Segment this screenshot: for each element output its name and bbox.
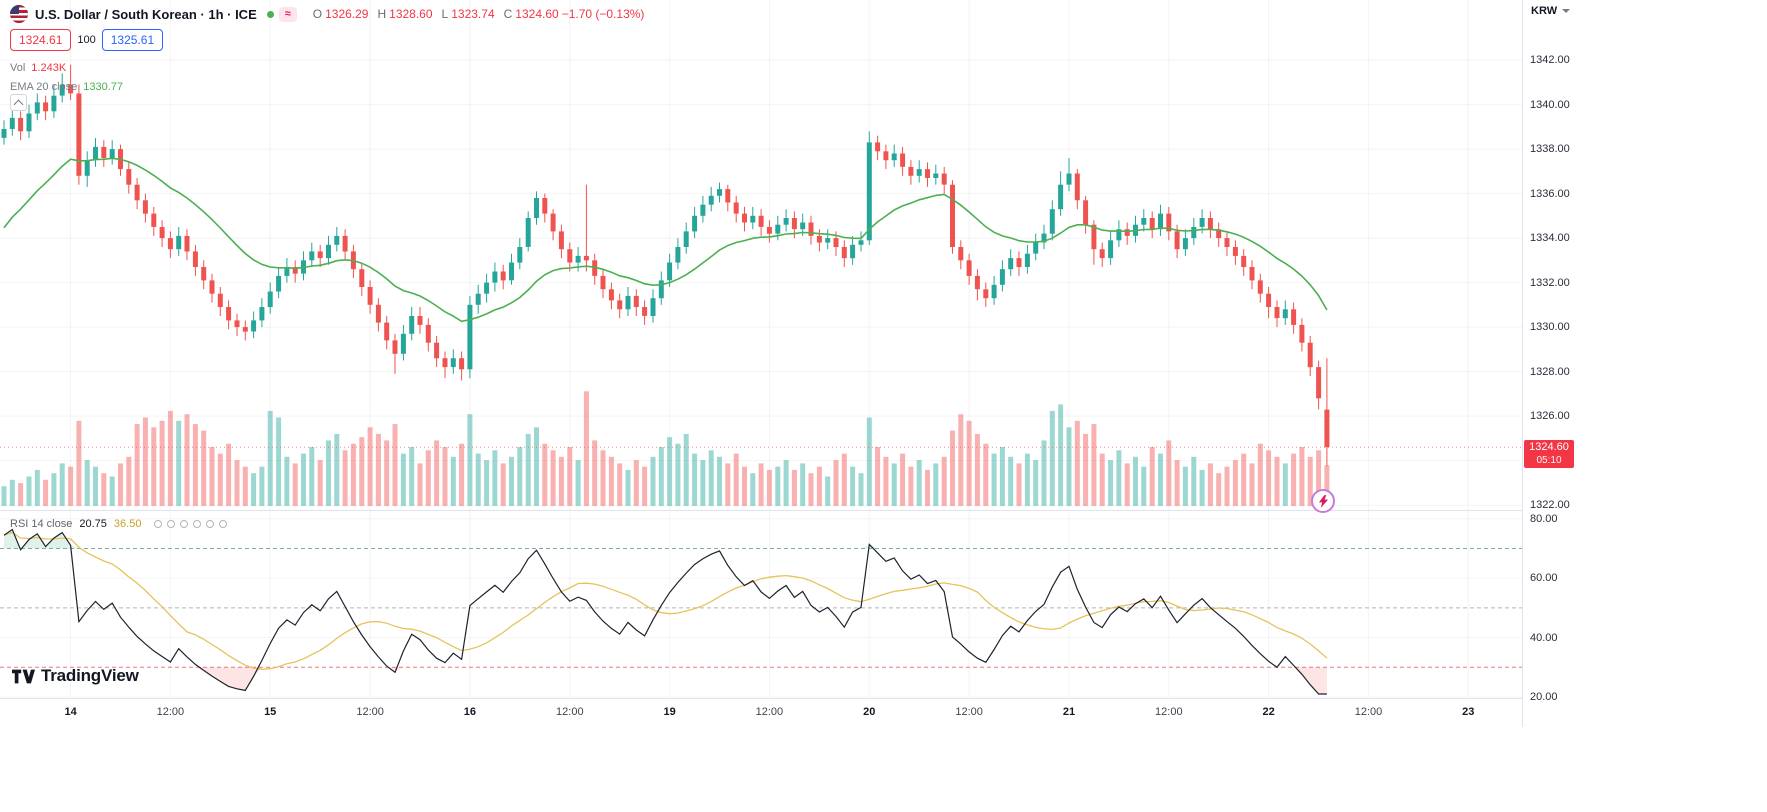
- price-axis-label: 1322.00: [1530, 499, 1570, 512]
- price-axis-label: 1330.00: [1530, 321, 1570, 334]
- time-axis-label: 19: [663, 706, 676, 718]
- instant-trading-lightning-button[interactable]: [1311, 489, 1335, 513]
- pane-divider[interactable]: [0, 510, 1767, 511]
- rsi-action-dot[interactable]: [219, 520, 228, 528]
- rsi-action-dot[interactable]: [193, 520, 202, 528]
- price-axis-label: 1328.00: [1530, 365, 1570, 378]
- bar-countdown: 05:10: [1536, 455, 1562, 467]
- price-axis-label: 1342.00: [1530, 54, 1570, 67]
- change-value: −1.70 (−0.13%): [561, 7, 645, 21]
- high-value: 1328.60: [389, 7, 433, 21]
- time-axis-label: 15: [264, 706, 277, 718]
- volume-legend-row: Vol 1.243K: [10, 60, 644, 75]
- price-axis-label: 1334.00: [1530, 232, 1570, 245]
- rsi-axis-label: 40.00: [1530, 631, 1558, 644]
- price-axis-label: 1340.00: [1530, 98, 1570, 111]
- lightning-bolt-icon: [1318, 494, 1328, 508]
- ema-value: 1330.77: [83, 80, 124, 93]
- bid-ask-row: 1324.61 100 1325.61: [10, 29, 644, 51]
- spread-value: 100: [77, 34, 96, 46]
- symbol-title[interactable]: U.S. Dollar / South Korean · 1h · ICE: [35, 6, 257, 22]
- rsi-axis-label: 80.00: [1530, 512, 1558, 525]
- low-value: 1323.74: [451, 7, 495, 21]
- symbol-header-row: U.S. Dollar / South Korean · 1h · ICE ≈ …: [10, 4, 644, 24]
- symbol-flag-icon: [10, 5, 28, 23]
- pane-collapse-button[interactable]: [10, 94, 27, 111]
- chevron-up-icon: [13, 99, 24, 110]
- time-axis-label: 12:00: [556, 706, 584, 718]
- last-price-value: 1324.60: [1529, 441, 1569, 454]
- price-axis-label: 1338.00: [1530, 143, 1570, 156]
- rsi-axis-label: 60.00: [1530, 572, 1558, 585]
- buy-ask-button[interactable]: 1325.61: [101, 29, 164, 51]
- time-axis-label: 12:00: [156, 706, 185, 718]
- open-label: O: [312, 7, 323, 21]
- low-label: L: [441, 7, 449, 21]
- market-open-dot-icon: [266, 10, 274, 18]
- rsi-action-dot[interactable]: [154, 520, 163, 528]
- rsi-value: 20.75: [79, 518, 107, 530]
- ohlc-readout: O 1326.29 H 1328.60 L 1323.74 C 1324.60 …: [307, 7, 645, 21]
- time-axis-label: 21: [1062, 706, 1076, 718]
- tradingview-logo-icon: [12, 669, 35, 683]
- time-axis-label: 12:00: [955, 706, 983, 718]
- tradingview-logo[interactable]: TradingView: [12, 666, 139, 686]
- currency-dropdown[interactable]: KRW: [1531, 5, 1571, 17]
- rsi-ma-value: 36.50: [113, 518, 142, 530]
- time-axis-label: 14: [64, 706, 77, 718]
- rsi-action-dots: [154, 520, 228, 528]
- currency-label: KRW: [1531, 5, 1558, 17]
- price-axis[interactable]: KRW 1324.60 05:10 1342.00 1340.00 1338.00 1…: [1522, 0, 1767, 727]
- price-axis-label: 1332.00: [1530, 276, 1570, 289]
- ema-label: EMA 20 close: [10, 80, 78, 93]
- time-axis[interactable]: ⚙ 1412:001512:001612:001912:002012:00211…: [0, 698, 1767, 729]
- market-status-icon[interactable]: ≈: [278, 6, 297, 22]
- time-axis-label: 12:00: [356, 706, 384, 718]
- time-axis-label: 20: [863, 706, 876, 718]
- time-axis-label: 12:00: [755, 706, 784, 718]
- last-price-badge: 1324.60 05:10: [1524, 440, 1574, 469]
- chevron-down-icon: [1562, 9, 1571, 13]
- rsi-legend: RSI 14 close 20.75 36.50: [10, 516, 228, 532]
- rsi-axis-label: 20.00: [1530, 691, 1558, 703]
- rsi-label: RSI 14 close: [10, 518, 73, 530]
- sell-bid-button[interactable]: 1324.61: [10, 29, 72, 51]
- volume-label: Vol: [10, 61, 26, 74]
- time-axis-label: 12:00: [1354, 706, 1383, 718]
- chart-canvas[interactable]: [0, 0, 1522, 698]
- main-chart-legend: U.S. Dollar / South Korean · 1h · ICE ≈ …: [10, 4, 644, 94]
- ema-legend-row: EMA 20 close 1330.77: [10, 79, 644, 94]
- tradingview-wordmark: TradingView: [41, 666, 139, 685]
- volume-value: 1.243K: [31, 61, 67, 74]
- high-label: H: [377, 7, 387, 21]
- time-axis-label: 23: [1462, 706, 1475, 718]
- close-value: 1324.60: [515, 7, 559, 21]
- price-axis-label: 1326.00: [1530, 410, 1570, 423]
- time-axis-label: 22: [1262, 706, 1275, 718]
- close-label: C: [503, 7, 513, 21]
- rsi-action-dot[interactable]: [180, 520, 189, 528]
- open-value: 1326.29: [325, 7, 369, 21]
- price-axis-label: 1336.00: [1530, 187, 1570, 200]
- rsi-action-dot[interactable]: [167, 520, 176, 528]
- time-axis-label: 16: [463, 706, 477, 718]
- rsi-action-dot[interactable]: [206, 520, 215, 528]
- time-axis-label: 12:00: [1155, 706, 1183, 718]
